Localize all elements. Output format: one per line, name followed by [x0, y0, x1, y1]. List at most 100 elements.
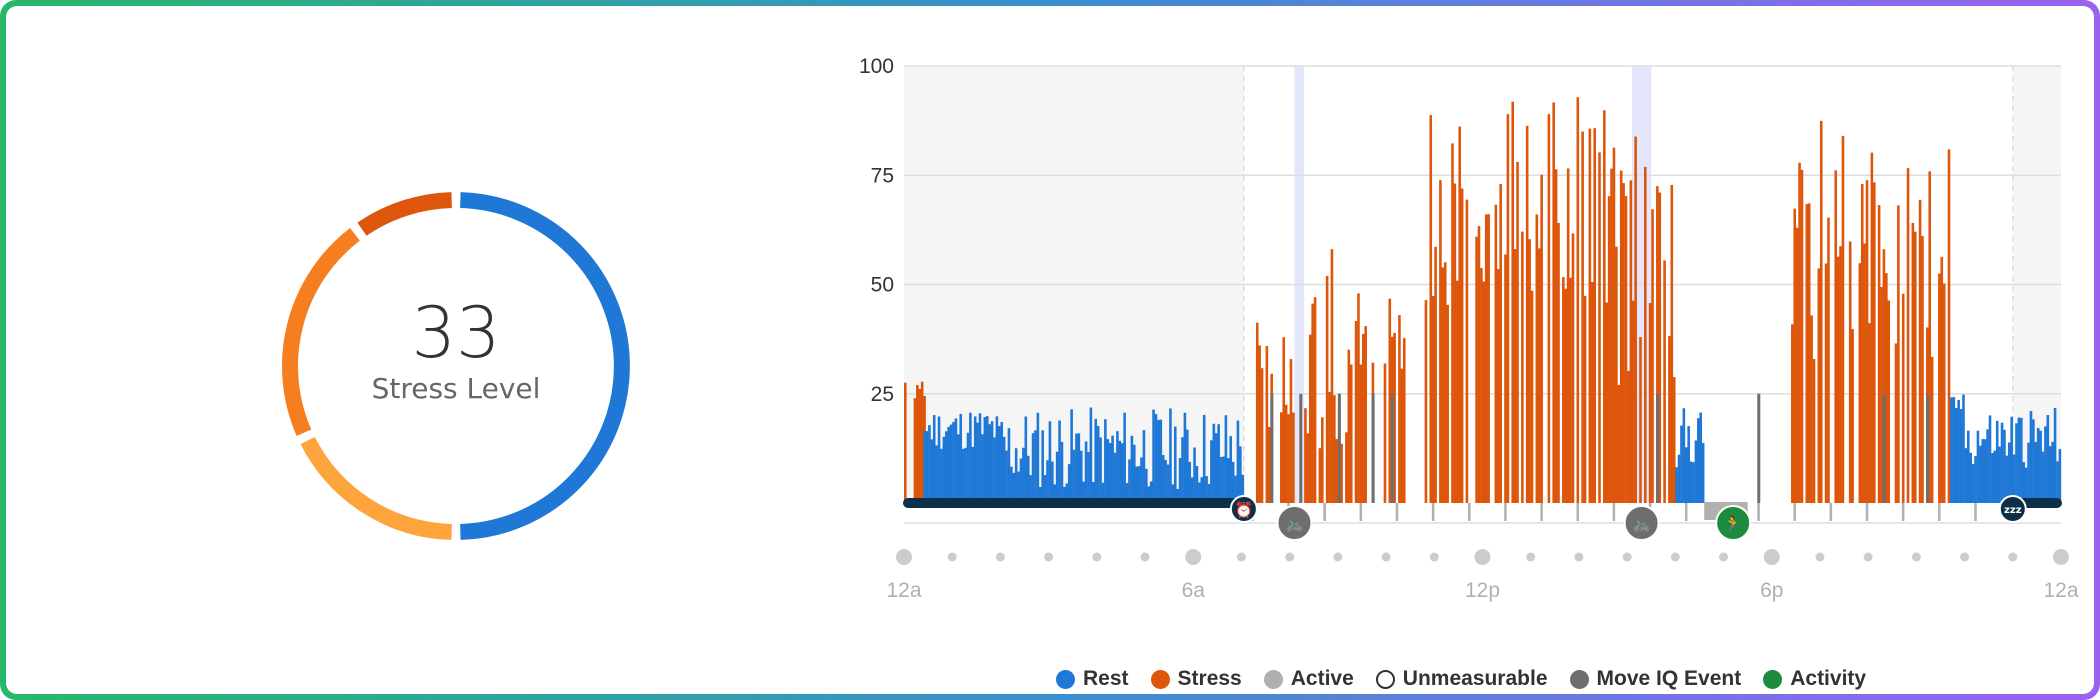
rest-bar: [1971, 463, 1975, 503]
stress-bar: [1304, 408, 1307, 503]
stress-bar: [1359, 364, 1363, 503]
rest-bar: [1687, 426, 1690, 503]
rest-bar: [1169, 408, 1172, 503]
stress-bar: [1477, 226, 1481, 504]
stress-bar: [1921, 236, 1924, 503]
move-iq-bar: [1882, 393, 1886, 503]
stress-bar: [913, 398, 917, 503]
rest-bar: [1106, 439, 1110, 503]
rest-bar: [998, 426, 1001, 503]
stress-bar: [1540, 174, 1543, 504]
legend-label: Stress: [1177, 667, 1242, 690]
hour-marker-major: [1763, 549, 1780, 565]
stress-bar: [1292, 412, 1295, 503]
stress-bar: [1634, 136, 1637, 503]
legend-item-activity: Activity: [1763, 667, 1866, 691]
rest-bar: [1998, 446, 2001, 503]
rest-bar: [1701, 442, 1705, 503]
stress-bar: [904, 382, 907, 503]
rest-bar: [2005, 455, 2009, 503]
stress-dot-icon: [1150, 669, 1170, 689]
rest-bar: [2056, 461, 2059, 503]
stress-bar: [1622, 183, 1625, 503]
stress-bar: [1894, 343, 1898, 503]
stress-bar: [1499, 184, 1502, 503]
stress-bar: [1516, 161, 1519, 503]
gauge-segment-high: [357, 192, 453, 236]
rest-bar: [2032, 419, 2035, 503]
rest-bar: [2000, 422, 2004, 503]
event-tick: [1793, 503, 1796, 521]
stress-bar: [1901, 293, 1905, 503]
stress-timeline-chart[interactable]: 25 50 75 100 ⏰ 🚲 🚲 🏃 zzz 12a 6a 12p 6p 12a: [826, 36, 2094, 626]
rest-bar: [1005, 450, 1008, 503]
rest-bar: [1161, 454, 1165, 503]
stress-bar: [1615, 246, 1618, 503]
rest-bar: [1125, 483, 1129, 503]
event-tick: [1504, 503, 1507, 521]
stress-bar: [1564, 288, 1568, 503]
rest-bar: [1157, 419, 1160, 503]
rest-bar: [1000, 422, 1004, 503]
event-tick: [1829, 503, 1833, 521]
stress-bar: [1624, 195, 1628, 503]
rest-bar: [1007, 428, 1011, 503]
running-icon[interactable]: [1715, 505, 1752, 541]
rest-bar: [1226, 458, 1230, 503]
rest-bar: [1135, 466, 1138, 503]
rest-bar: [1699, 412, 1703, 503]
stress-bar: [1906, 168, 1910, 504]
hour-marker-minor: [1815, 552, 1825, 562]
rest-bar: [2020, 417, 2023, 503]
stress-bar: [1583, 295, 1587, 503]
stress-bar: [1603, 110, 1606, 504]
event-tick: [1395, 503, 1399, 521]
active-dot-icon: [1263, 669, 1283, 689]
rest-bar: [1058, 420, 1061, 503]
rest-bar: [969, 412, 972, 503]
stress-bar: [1357, 293, 1360, 503]
stress-bar: [1289, 359, 1293, 503]
move-iq-bar: [1337, 393, 1341, 503]
hour-marker-minor: [1719, 552, 1729, 562]
rest-bar: [1142, 430, 1146, 503]
event-tick: [1468, 503, 1471, 521]
stress-bar: [1839, 246, 1842, 503]
rest-bar: [1202, 414, 1206, 503]
stress-bar: [1325, 275, 1329, 503]
rest-bar: [1012, 472, 1016, 503]
stress-bar: [1817, 268, 1821, 503]
stress-bar: [918, 388, 922, 503]
hour-marker-minor: [1911, 552, 1921, 562]
rest-bar: [1217, 424, 1220, 503]
y-tick-label: 50: [871, 274, 894, 297]
bicycle-icon[interactable]: [1276, 505, 1313, 541]
stress-bar: [1639, 337, 1642, 503]
rest-bar: [2010, 416, 2013, 503]
rest-bar: [2039, 430, 2042, 503]
rest-bar: [1229, 436, 1233, 503]
rest-bar: [1070, 409, 1073, 503]
stress-bar: [920, 381, 924, 503]
stress-bar: [1590, 282, 1594, 503]
stress-bar: [1400, 368, 1404, 503]
rest-bar: [1101, 482, 1105, 503]
rest-bar: [964, 447, 967, 503]
rest-bar: [981, 434, 984, 503]
legend-label: Activity: [1790, 667, 1867, 690]
rest-bar: [1130, 435, 1134, 503]
stress-bar: [1388, 298, 1392, 503]
bicycle-icon[interactable]: [1623, 505, 1660, 541]
rest-bar: [1019, 458, 1023, 503]
stress-bar: [1530, 290, 1534, 503]
stress-bar: [1913, 231, 1917, 503]
rest-bar: [1132, 444, 1136, 503]
move-iq-dot-icon: [1569, 669, 1589, 689]
hour-marker-minor: [1622, 552, 1632, 562]
alarm-clock-icon[interactable]: [1229, 495, 1258, 523]
rest-bar: [990, 421, 994, 503]
stress-bar: [1834, 170, 1838, 503]
rest-bar: [1051, 461, 1054, 503]
sleep-zzz-icon[interactable]: [1998, 495, 2027, 523]
rest-bar: [1697, 418, 1700, 503]
